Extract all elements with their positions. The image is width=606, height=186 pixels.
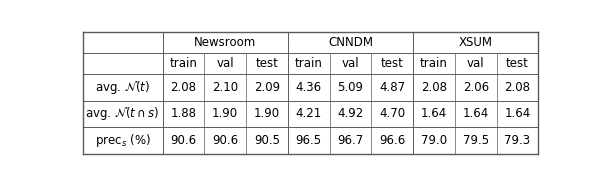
Text: 79.3: 79.3 <box>504 134 530 147</box>
Text: train: train <box>420 57 448 70</box>
Text: 2.06: 2.06 <box>462 81 489 94</box>
Text: test: test <box>256 57 278 70</box>
Text: 1.64: 1.64 <box>504 107 531 120</box>
Text: Newsroom: Newsroom <box>194 36 256 49</box>
Text: 90.6: 90.6 <box>212 134 238 147</box>
Text: val: val <box>342 57 359 70</box>
Text: avg. $\mathcal{N}(t)$: avg. $\mathcal{N}(t)$ <box>95 79 150 96</box>
Text: 5.09: 5.09 <box>338 81 364 94</box>
Text: 79.0: 79.0 <box>421 134 447 147</box>
Text: test: test <box>506 57 529 70</box>
Text: avg. $\mathcal{N}(t \cap s)$: avg. $\mathcal{N}(t \cap s)$ <box>85 105 160 122</box>
Text: 2.09: 2.09 <box>254 81 280 94</box>
Text: train: train <box>170 57 198 70</box>
Text: 90.6: 90.6 <box>170 134 196 147</box>
Text: 1.88: 1.88 <box>170 107 196 120</box>
Text: test: test <box>381 57 404 70</box>
Text: 2.08: 2.08 <box>421 81 447 94</box>
Text: 4.92: 4.92 <box>338 107 364 120</box>
Text: 4.70: 4.70 <box>379 107 405 120</box>
Text: 2.08: 2.08 <box>504 81 530 94</box>
Text: 2.08: 2.08 <box>170 81 196 94</box>
Text: 96.7: 96.7 <box>338 134 364 147</box>
Text: 2.10: 2.10 <box>212 81 238 94</box>
Text: 1.64: 1.64 <box>421 107 447 120</box>
Text: $\mathrm{prec}_s$ (%): $\mathrm{prec}_s$ (%) <box>95 132 150 149</box>
Text: 1.64: 1.64 <box>462 107 489 120</box>
Text: XSUM: XSUM <box>459 36 493 49</box>
Text: 90.5: 90.5 <box>254 134 280 147</box>
Text: 79.5: 79.5 <box>462 134 489 147</box>
Text: 96.5: 96.5 <box>296 134 322 147</box>
Text: 4.87: 4.87 <box>379 81 405 94</box>
Text: 1.90: 1.90 <box>254 107 280 120</box>
Text: CNNDM: CNNDM <box>328 36 373 49</box>
Text: 4.21: 4.21 <box>296 107 322 120</box>
Text: val: val <box>467 57 485 70</box>
Text: 1.90: 1.90 <box>212 107 238 120</box>
Text: 4.36: 4.36 <box>296 81 322 94</box>
Text: train: train <box>295 57 322 70</box>
Text: 96.6: 96.6 <box>379 134 405 147</box>
Text: val: val <box>216 57 234 70</box>
